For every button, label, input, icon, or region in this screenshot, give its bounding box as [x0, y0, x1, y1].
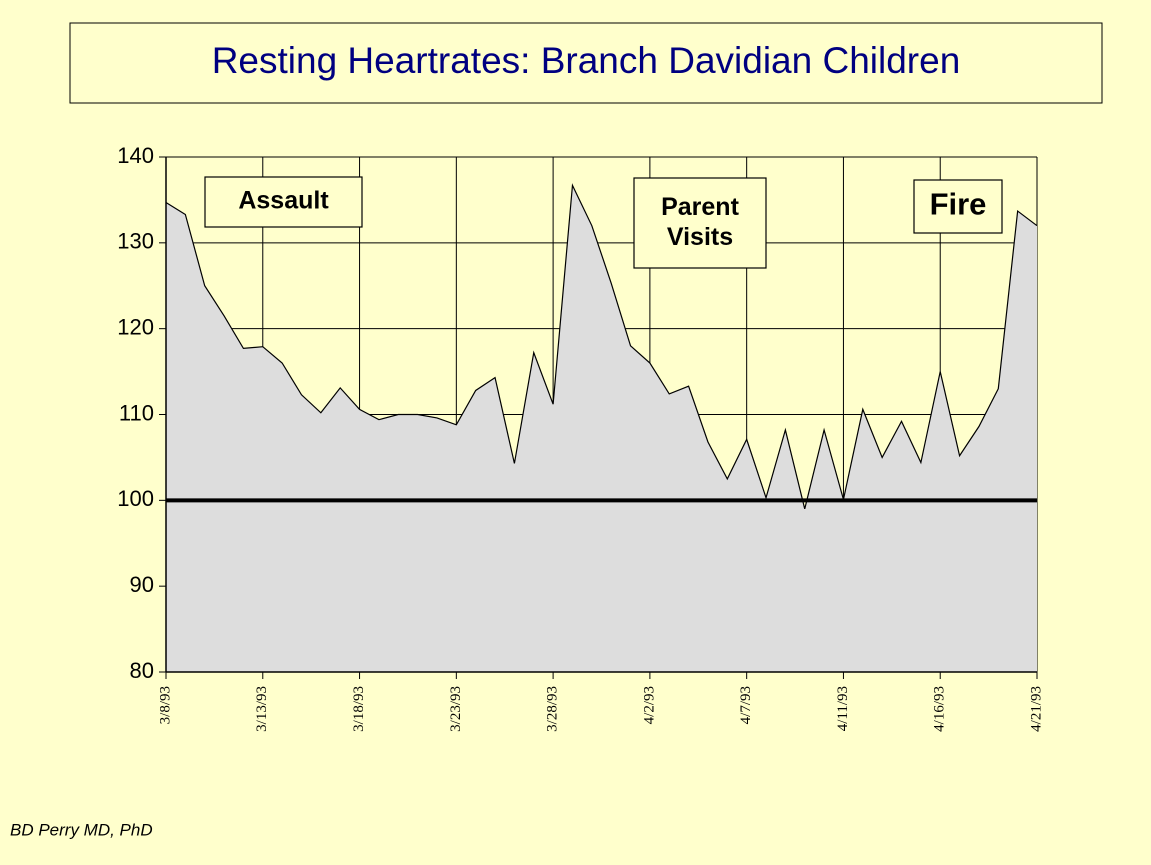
y-tick-label: 80 [130, 658, 154, 683]
x-tick-label: 3/28/93 [545, 686, 561, 732]
x-tick-label: 4/16/93 [932, 686, 948, 732]
annotation-box [633, 177, 767, 269]
y-tick-label: 110 [119, 400, 154, 425]
footer: BD Perry MD, PhD [10, 820, 153, 839]
annotation: Parent Visits [661, 193, 739, 251]
annotation: Fire [930, 187, 987, 222]
x-tick-label: 4/11/93 [835, 686, 851, 731]
y-tick-label: 120 [117, 314, 154, 339]
area-outline [165, 183, 1038, 510]
x-tick-label: 3/23/93 [448, 686, 464, 732]
x-tick-label: 3/8/93 [157, 686, 173, 724]
chart-title: Resting Heartrates: Branch Davidian Chil… [212, 40, 961, 81]
annotation-box [204, 176, 363, 228]
y-tick-label: 140 [117, 143, 154, 168]
annotation: Assault [238, 187, 329, 215]
y-tick-label: 100 [117, 486, 154, 511]
x-tick-label: 3/13/93 [254, 686, 270, 732]
annotation-box [913, 179, 1003, 234]
x-tick-label: 3/18/93 [351, 686, 367, 732]
y-tick-label: 130 [117, 229, 154, 254]
title-box [69, 22, 1103, 104]
y-tick-label: 90 [130, 572, 154, 597]
area [166, 185, 1037, 672]
x-tick-label: 4/7/93 [738, 686, 754, 724]
x-tick-label: 4/2/93 [641, 686, 657, 724]
x-tick-label: 4/21/93 [1028, 686, 1044, 732]
